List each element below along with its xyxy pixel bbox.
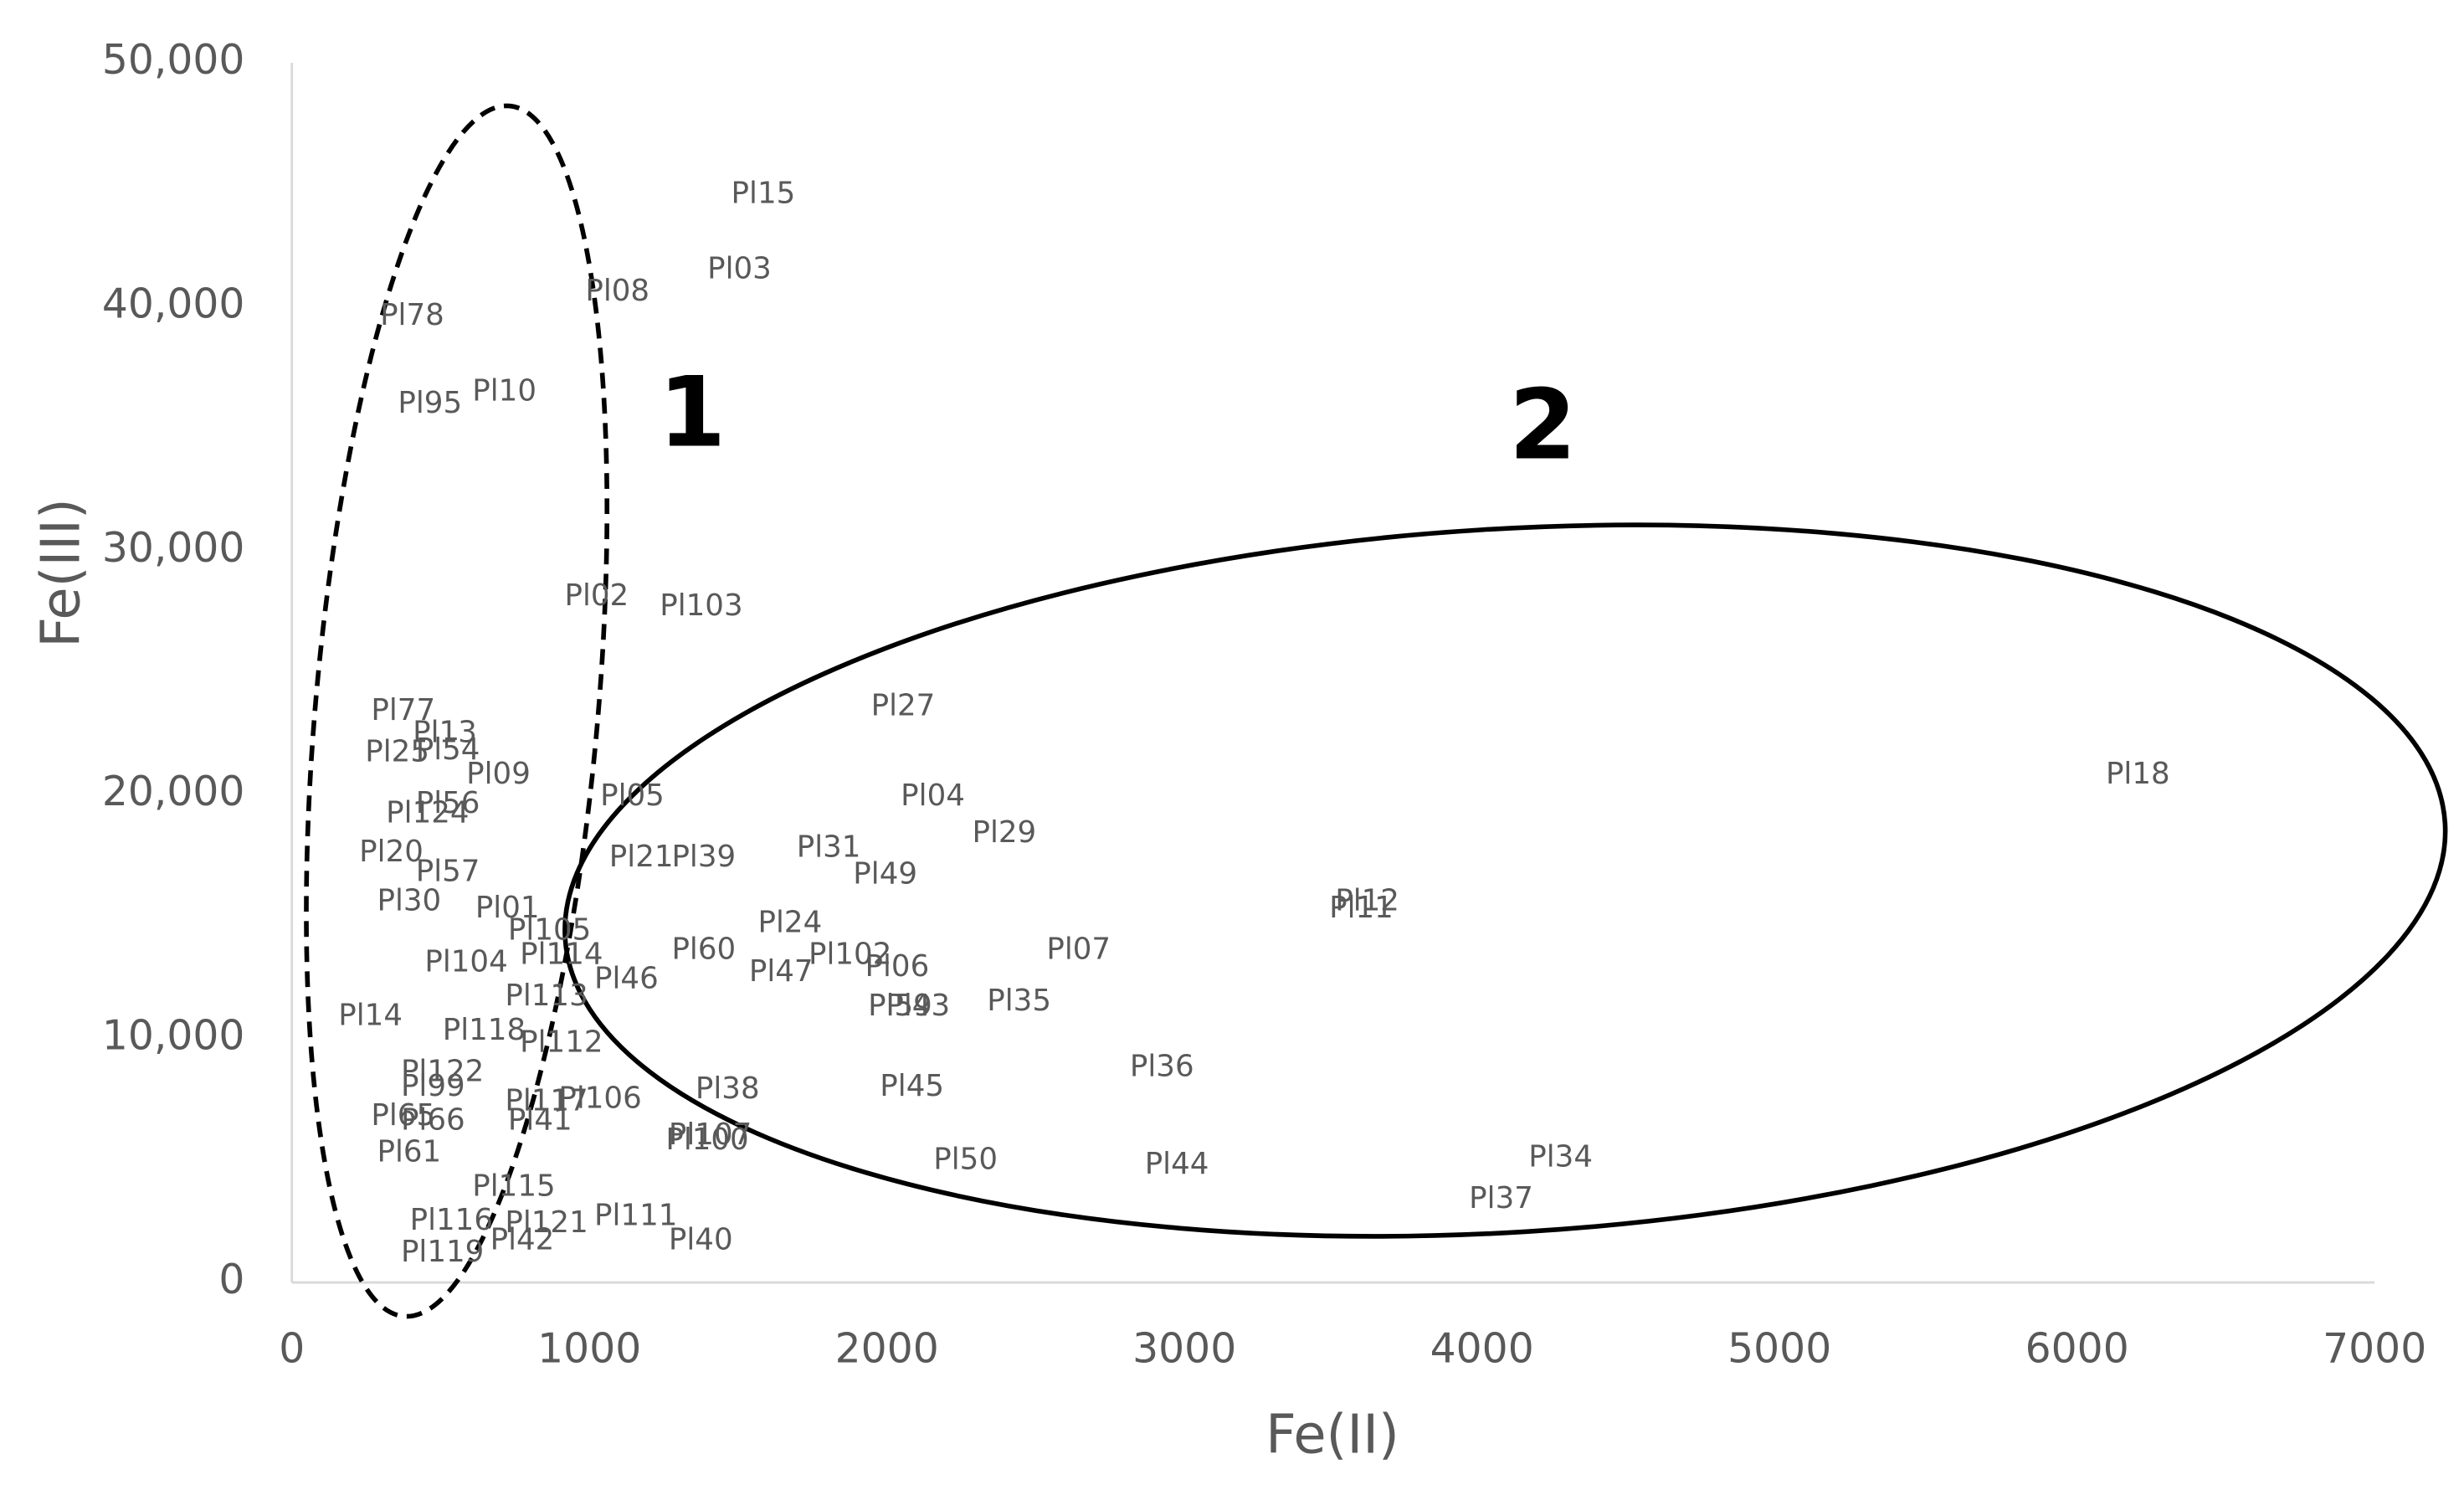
point-label: Pl06 [865,949,930,984]
point-label: Pl34 [1528,1139,1593,1174]
x-tick-label: 6000 [2025,1326,2129,1373]
point-label: Pl65 [371,1098,435,1133]
point-label: Pl57 [416,855,480,889]
point-label: Pl09 [466,757,531,791]
point-label: Pl38 [696,1071,760,1106]
point-label: Pl118 [443,1013,526,1047]
point-label: Pl02 [564,578,629,613]
point-label: Pl78 [380,298,444,332]
x-tick-label: 5000 [1727,1326,1831,1373]
point-label: Pl15 [732,176,796,210]
point-label: Pl104 [424,944,507,979]
point-label: Pl01 [475,891,540,925]
x-tick-label: 2000 [835,1326,939,1373]
point-label: Pl115 [472,1169,555,1203]
point-label: Pl41 [508,1103,572,1138]
point-label: Pl40 [669,1223,733,1257]
y-tick-label: 50,000 [102,37,245,84]
point-label: Pl116 [410,1203,493,1237]
y-tick-label: 20,000 [102,768,245,815]
point-label: Pl46 [594,962,659,996]
point-label: Pl106 [558,1082,641,1116]
point-label: Pl122 [401,1054,484,1088]
point-label: Pl114 [520,938,603,972]
point-label: Pl36 [1130,1050,1194,1084]
point-label: Pl45 [880,1069,944,1103]
point-label: Pl10 [472,373,536,408]
point-label: Pl25 [365,735,429,769]
point-label: Pl47 [749,954,814,989]
point-label: Pl29 [973,815,1037,850]
point-label: Pl27 [871,688,936,722]
y-tick-label: 40,000 [102,280,245,327]
point-label: Pl61 [377,1135,442,1169]
point-label: Pl21 [609,840,674,874]
point-label: Pl50 [933,1142,998,1176]
point-label: Pl37 [1469,1181,1533,1215]
point-label: Pl20 [359,835,424,869]
point-label: Pl11 [1329,891,1394,925]
x-tick-label: 3000 [1132,1326,1236,1373]
point-label: Pl39 [671,840,736,874]
point-label: Pl111 [594,1198,677,1232]
x-axis-label: Fe(II) [1265,1404,1399,1466]
y-axis-label: Fe(III) [30,498,92,648]
point-label: Pl66 [401,1103,465,1138]
x-tick-label: 4000 [1430,1326,1534,1373]
point-label: Pl44 [1145,1147,1209,1181]
point-label: Pl49 [853,856,917,891]
x-tick-label: 0 [279,1326,305,1373]
point-label: Pl112 [520,1025,603,1060]
point-label: Pl24 [758,906,823,940]
point-label: Pl119 [401,1235,484,1269]
point-label: Pl95 [398,386,462,420]
cluster-label: 1 [658,356,726,469]
y-tick-label: 30,000 [102,525,245,572]
cluster-2-outline [562,522,2448,1239]
cluster-label: 2 [1509,368,1577,481]
point-label: Pl14 [338,998,403,1032]
point-label: Pl18 [2106,757,2170,791]
point-label: Pl99 [401,1069,465,1103]
x-tick-label: 1000 [537,1326,641,1373]
point-label: Pl102 [808,938,891,972]
point-label: Pl121 [505,1205,588,1240]
point-label: Pl42 [490,1223,555,1257]
point-label: Pl117 [505,1083,588,1118]
x-tick-label: 7000 [2323,1326,2426,1373]
point-label: Pl07 [1046,933,1111,967]
point-label: Pl13 [413,715,477,749]
point-label: Pl04 [901,778,965,813]
point-label: Pl77 [371,693,435,727]
cluster-1-outline [304,103,610,1319]
point-label: Pl100 [665,1123,748,1157]
point-label: Pl103 [660,588,742,623]
point-label: Pl59 [868,989,932,1023]
point-label: Pl08 [585,274,649,308]
point-label: Pl12 [1335,883,1399,917]
point-label: Pl03 [707,252,772,286]
point-label: Pl05 [600,778,665,813]
point-label: Pl124 [386,796,469,830]
y-tick-label: 0 [218,1256,244,1303]
point-label: Pl43 [886,989,950,1023]
point-label: Pl30 [377,883,442,917]
point-label: Pl113 [505,979,588,1013]
point-label: Pl35 [987,984,1051,1018]
y-tick-label: 10,000 [102,1013,245,1060]
point-label: Pl54 [416,732,480,767]
point-label: Pl107 [669,1118,752,1152]
point-label: Pl56 [416,786,480,820]
point-label: Pl31 [797,830,861,864]
point-label: Pl105 [508,912,591,947]
point-label: Pl60 [671,933,736,967]
